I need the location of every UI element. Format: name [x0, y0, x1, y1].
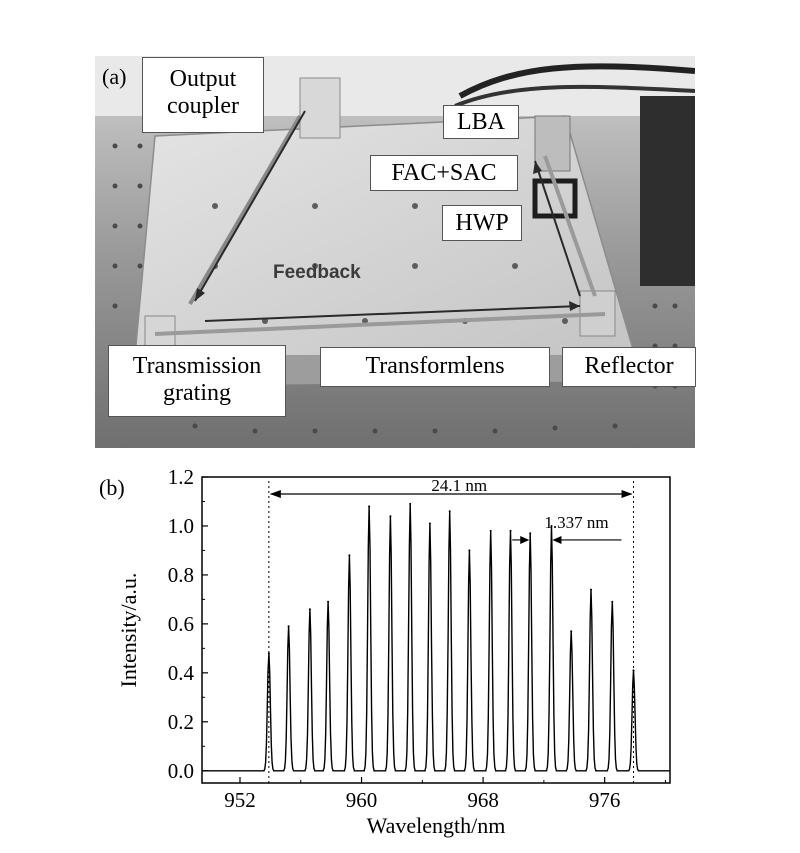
beam-path-bottom-outer: [154, 312, 606, 336]
panel-a-label: (a): [102, 64, 127, 89]
x-axis-label: Wavelength/nm: [367, 813, 506, 838]
feedback-arrowhead-right: [533, 161, 542, 174]
spectrum-peak: [570, 630, 573, 633]
panel-b-label: (b): [99, 475, 125, 500]
feedback-arrowhead-left: [195, 288, 205, 301]
spectrum-peak: [428, 522, 431, 525]
spectrum-peak: [389, 515, 392, 518]
spectrum-chart: (b) 952 960 968 976 0.0 0.2 0.4 0.6 0.8 1.0 1.2 Wa…: [99, 465, 671, 838]
cable: [458, 63, 695, 99]
y-tick-label: 0.2: [168, 710, 194, 734]
y-tick-label: 1.2: [168, 465, 194, 489]
beam-path-right-outer: [543, 155, 597, 297]
axis-ticks: 952 960 968 976 0.0 0.2 0.4 0.6 0.8 1.0 1.2: [168, 465, 666, 812]
fac-sac-label: FAC+SAC: [370, 155, 518, 191]
y-tick-label: 1.0: [168, 514, 194, 538]
span-annotation-text: 24.1 nm: [431, 476, 487, 495]
spectrum-peak: [550, 525, 553, 527]
y-tick-label: 0.6: [168, 612, 194, 636]
cable-2: [454, 84, 695, 108]
y-tick-label: 0.8: [168, 563, 194, 587]
x-tick-label: 960: [346, 788, 378, 812]
span-arrowhead-left: [269, 490, 281, 498]
y-tick-label: 0.0: [168, 759, 194, 783]
reflector-label: Reflector: [562, 347, 696, 387]
spectrum-peak: [509, 529, 512, 532]
feedback-arrow-bottom: [204, 305, 581, 322]
chart-annotations: 24.1 nm 1.337 nm: [268, 476, 635, 783]
x-tick-label: 968: [467, 788, 499, 812]
spectrum-peak: [368, 505, 371, 508]
spacing-arrowhead-right: [552, 535, 562, 544]
table-holes: [112, 143, 678, 434]
dark-equipment: [640, 96, 695, 286]
spectrum-peak: [632, 669, 635, 672]
spectrum-peak: [448, 510, 451, 513]
chart-marks: [202, 502, 670, 772]
spectrum-peak: [348, 554, 351, 557]
beam-path-left-outer: [188, 114, 302, 306]
transmission-grating-label: Transmission grating: [108, 345, 286, 417]
transformlens-label: Transformlens: [320, 347, 550, 387]
spectrum-peak: [287, 625, 290, 628]
spacing-arrowhead-left: [520, 535, 530, 544]
spectrum-peak: [327, 600, 330, 603]
feedback-arrowhead-bottom: [569, 301, 580, 311]
hwp-label: HWP: [442, 205, 522, 241]
x-tick-label: 952: [224, 788, 256, 812]
lba-label: LBA: [443, 105, 519, 139]
feedback-arrow-left: [194, 110, 306, 302]
span-arrowhead-right: [621, 490, 633, 498]
spectrum-line: [202, 503, 670, 772]
output-coupler-mount: [299, 77, 341, 139]
spectrum-peak: [611, 600, 614, 603]
plot-frame: [201, 476, 671, 784]
spectrum-peak: [590, 588, 592, 591]
feedback-arrow-right: [534, 160, 581, 297]
spectrum-peak: [468, 549, 471, 552]
spectrum-peak: [489, 529, 492, 532]
feedback-label: Feedback: [273, 262, 361, 283]
spacing-annotation-text: 1.337 nm: [544, 513, 608, 532]
spectrum-peak: [529, 532, 532, 535]
output-coupler-label: Output coupler: [142, 57, 264, 133]
y-tick-label: 0.4: [168, 661, 195, 685]
lba-mount: [534, 115, 571, 172]
spectrum-peak: [409, 502, 412, 505]
spectrum-peak: [308, 608, 311, 611]
y-axis-label: Intensity/a.u.: [116, 573, 141, 688]
x-tick-label: 976: [589, 788, 621, 812]
